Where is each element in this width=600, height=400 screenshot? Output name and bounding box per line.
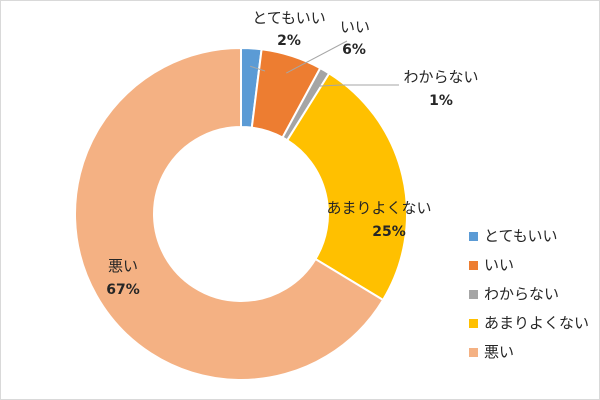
data-label-name-2: いい bbox=[340, 18, 370, 36]
legend-label-3: わからない bbox=[484, 285, 559, 303]
leader-line-1 bbox=[250, 65, 266, 72]
legend-swatch-1 bbox=[469, 232, 478, 241]
data-label-percent-2: 6% bbox=[342, 42, 366, 58]
slice-4 bbox=[285, 71, 408, 302]
leader-line-2 bbox=[286, 40, 348, 74]
legend-swatch-4 bbox=[469, 319, 478, 328]
legend-swatch-3 bbox=[469, 290, 478, 299]
slice-5 bbox=[74, 46, 385, 381]
data-label-name-1: とてもいい bbox=[252, 9, 326, 27]
data-label-name-5: 悪い bbox=[108, 257, 138, 275]
data-label-name-3: わからない bbox=[403, 68, 478, 86]
legend-swatch-2 bbox=[469, 261, 478, 270]
data-label-percent-4: 25% bbox=[372, 224, 406, 240]
legend-swatch-5 bbox=[469, 348, 478, 357]
data-labels: とてもいい 2% いい 6% わからない 1% あまりよくない 25% 悪い 67% bbox=[106, 9, 478, 298]
legend-label-2: いい bbox=[484, 256, 514, 274]
legend-label-5: 悪い bbox=[484, 343, 514, 361]
data-label-name-4: あまりよくない bbox=[326, 199, 431, 217]
legend-label-1: とてもいい bbox=[484, 227, 558, 245]
data-label-percent-3: 1% bbox=[429, 93, 453, 109]
data-label-percent-5: 67% bbox=[106, 282, 140, 298]
data-label-percent-1: 2% bbox=[277, 33, 301, 49]
leader-line-3 bbox=[315, 84, 399, 87]
leader-lines bbox=[250, 40, 399, 87]
legend-label-4: あまりよくない bbox=[484, 314, 589, 332]
